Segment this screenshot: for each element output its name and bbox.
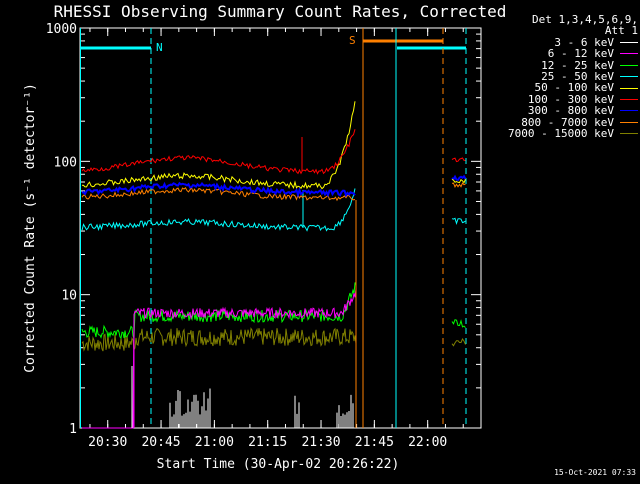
series-800-7000-kev	[81, 186, 356, 202]
x-tick-label: 20:30	[88, 435, 127, 450]
legend-swatch	[620, 99, 638, 101]
legend-label: 300 - 800 keV	[527, 104, 614, 118]
legend-swatch	[620, 64, 638, 66]
legend-label: 12 - 25 keV	[541, 58, 614, 72]
x-tick-label: 21:45	[355, 435, 394, 450]
legend-entry: 25 - 50 keV	[482, 71, 638, 82]
series-25-50-kev-tail	[451, 217, 466, 225]
legend-label: 50 - 100 keV	[534, 81, 614, 95]
series-300-800-kev-tail	[451, 174, 467, 181]
y-tick-label: 10	[61, 289, 77, 304]
x-tick-label: 21:15	[248, 435, 287, 450]
legend-entry: 800 - 7000 keV	[482, 115, 638, 129]
x-tick-label: 20:45	[141, 435, 180, 450]
x-axis-label: Start Time (30-Apr-02 20:26:22)	[157, 457, 400, 472]
legend-label: 3 - 6 keV	[554, 35, 614, 49]
series-100-300-kev-tail	[451, 157, 466, 163]
legend-swatch	[620, 76, 638, 78]
legend-label: 100 - 300 keV	[527, 92, 614, 106]
series-50-100-kev-tail	[451, 178, 466, 184]
legend-entry: 300 - 800 keV	[482, 104, 638, 118]
legend-label: 800 - 7000 keV	[521, 115, 614, 129]
legend-label: 6 - 12 keV	[547, 47, 614, 61]
generation-timestamp: 15-Oct-2021 07:33	[554, 468, 636, 477]
y-tick-label: 100	[54, 155, 77, 170]
x-tick-label: 21:00	[195, 435, 234, 450]
plot-area: 1 10 100 1000 20:30 20:45 21:00 21:15 21:30 21:45…	[46, 22, 482, 450]
y-axis-label: Corrected Count Rate (s⁻¹ detector⁻¹)	[23, 83, 38, 373]
series-6-12-kev	[82, 289, 357, 429]
legend-swatch	[620, 110, 638, 112]
series-100-300-kev	[81, 129, 356, 175]
x-tick-label: 22:00	[408, 435, 447, 450]
legend-entry: 6 - 12 keV	[482, 47, 638, 61]
legend-swatch	[620, 121, 638, 123]
legend: Det 1,3,4,5,6,9, Att 1 3 - 6 keV 6 - 12 k…	[482, 14, 638, 139]
legend-entry: 7000 - 15000 keV	[482, 128, 638, 139]
chart-title: RHESSI Observing Summary Count Rates, Co…	[54, 2, 507, 21]
series-7000-15000-kev-tail	[451, 337, 466, 347]
legend-entry: 50 - 100 keV	[482, 81, 638, 95]
annotation-N: N	[156, 41, 163, 54]
legend-swatch	[620, 87, 638, 89]
legend-entry: 100 - 300 keV	[482, 92, 638, 106]
legend-swatch	[620, 53, 638, 55]
legend-entry: 12 - 25 keV	[482, 58, 638, 72]
series-300-800-kev	[81, 181, 356, 199]
series-800-7000-kev-tail	[451, 182, 466, 189]
series-7000-15000-kev	[81, 327, 357, 352]
legend-header-detectors: Det 1,3,4,5,6,9,	[532, 13, 638, 26]
x-tick-label: 21:30	[301, 435, 340, 450]
legend-swatch	[620, 133, 638, 135]
series-25-50-kev	[81, 188, 356, 232]
series-12-25-kev	[81, 282, 357, 340]
legend-entry: 3 - 6 keV	[482, 35, 638, 49]
series-12-25-kev-tail	[451, 319, 466, 329]
annotation-S: S	[349, 34, 356, 47]
series-50-100-kev	[81, 101, 356, 190]
legend-header-attenuator: Att 1	[604, 24, 638, 38]
legend-swatch	[620, 42, 638, 44]
y-tick-label: 1	[69, 422, 77, 437]
y-tick-label: 1000	[46, 22, 77, 37]
legend-label: 7000 - 15000 keV	[508, 127, 614, 141]
legend-label: 25 - 50 keV	[541, 70, 614, 84]
